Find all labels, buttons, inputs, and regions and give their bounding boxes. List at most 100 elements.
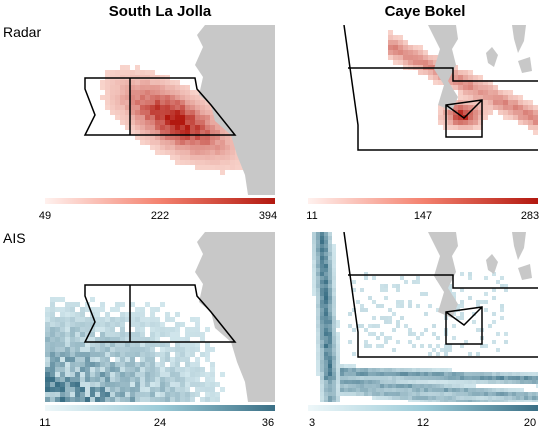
heatmap-cell	[190, 105, 195, 110]
heatmap-cell	[488, 80, 493, 85]
heatmap-cell	[368, 296, 372, 300]
heatmap-cell	[145, 125, 150, 130]
heatmap-cell	[320, 240, 324, 244]
heatmap-cell	[500, 372, 504, 376]
heatmap-cell	[312, 248, 316, 252]
heatmap-cell	[458, 120, 463, 125]
heatmap-cell	[324, 272, 328, 276]
heatmap-cell	[372, 372, 376, 376]
heatmap-cell	[185, 357, 190, 362]
heatmap-cell	[416, 380, 420, 384]
heatmap-cell	[448, 344, 452, 348]
heatmap-cell	[488, 388, 492, 392]
heatmap-cell	[145, 95, 150, 100]
heatmap-cell	[120, 317, 125, 322]
heatmap-cell	[110, 95, 115, 100]
heatmap-cell	[145, 357, 150, 362]
heatmap-cell	[420, 292, 424, 296]
heatmap-cell	[320, 308, 324, 312]
heatmap-cell	[524, 396, 528, 400]
heatmap-cell	[185, 105, 190, 110]
heatmap-cell	[185, 160, 190, 165]
heatmap-cell	[376, 344, 380, 348]
heatmap-cell	[533, 125, 538, 130]
heatmap-cell	[412, 376, 416, 380]
heatmap-cell	[175, 352, 180, 357]
heatmap-cell	[120, 312, 125, 317]
heatmap-cell	[155, 317, 160, 322]
heatmap-cell	[155, 397, 160, 402]
heatmap-cell	[200, 115, 205, 120]
heatmap-cell	[180, 120, 185, 125]
heatmap-cell	[105, 317, 110, 322]
heatmap-cell	[536, 400, 538, 402]
heatmap-cell	[458, 75, 463, 80]
heatmap-cell	[412, 280, 416, 284]
heatmap-cell	[160, 332, 165, 337]
heatmap-cell	[175, 367, 180, 372]
heatmap-cell	[432, 372, 436, 376]
heatmap-cell	[105, 95, 110, 100]
heatmap-cell	[150, 327, 155, 332]
heatmap-cell	[170, 377, 175, 382]
heatmap-cell	[356, 380, 360, 384]
heatmap-cell	[328, 312, 332, 316]
heatmap-cell	[316, 260, 320, 264]
heatmap-cell	[135, 125, 140, 130]
heatmap-cell	[230, 140, 235, 145]
heatmap-cell	[160, 145, 165, 150]
heatmap-cell	[205, 130, 210, 135]
heatmap-cell	[316, 240, 320, 244]
heatmap-cell	[225, 145, 230, 150]
heatmap-cell	[75, 382, 80, 387]
heatmap-cell	[170, 155, 175, 160]
heatmap-cell	[523, 110, 528, 115]
column-title-caye-bokel: Caye Bokel	[385, 3, 466, 20]
heatmap-cell	[195, 357, 200, 362]
heatmap-cell	[115, 100, 120, 105]
heatmap-cell	[440, 388, 444, 392]
heatmap-cell	[150, 80, 155, 85]
heatmap-cell	[55, 347, 60, 352]
heatmap-cell	[170, 382, 175, 387]
heatmap-cell	[396, 304, 400, 308]
heatmap-cell	[476, 392, 480, 396]
heatmap-cell	[120, 387, 125, 392]
heatmap-cell	[324, 332, 328, 336]
heatmap-cell	[324, 300, 328, 304]
heatmap-cell	[328, 300, 332, 304]
heatmap-cell	[332, 368, 336, 372]
heatmap-cell	[190, 352, 195, 357]
heatmap-cell	[504, 396, 508, 400]
heatmap-cell	[110, 337, 115, 342]
heatmap-cell	[65, 362, 70, 367]
heatmap-cell	[185, 90, 190, 95]
heatmap-cell	[448, 368, 452, 372]
heatmap-cell	[508, 100, 513, 105]
heatmap-cell	[120, 392, 125, 397]
heatmap-cell	[105, 337, 110, 342]
heatmap-cell	[105, 90, 110, 95]
heatmap-cell	[80, 372, 85, 377]
heatmap-cell	[472, 400, 476, 402]
heatmap-cell	[392, 388, 396, 392]
heatmap-cell	[95, 317, 100, 322]
heatmap-cell	[528, 400, 532, 402]
heatmap-cell	[85, 352, 90, 357]
heatmap-cell	[85, 322, 90, 327]
heatmap-cell	[70, 302, 75, 307]
heatmap-cell	[400, 380, 404, 384]
heatmap-cell	[312, 256, 316, 260]
heatmap-cell	[175, 322, 180, 327]
heatmap-cell	[135, 352, 140, 357]
map-panel-caye-bokel-ais	[312, 232, 538, 402]
heatmap-cell	[210, 115, 215, 120]
heatmap-cell	[150, 85, 155, 90]
heatmap-cell	[120, 95, 125, 100]
heatmap-cell	[324, 388, 328, 392]
heatmap-cell	[428, 388, 432, 392]
heatmap-cell	[115, 337, 120, 342]
heatmap-cell	[155, 85, 160, 90]
heatmap-cell	[440, 380, 444, 384]
heatmap-cell	[428, 368, 432, 372]
